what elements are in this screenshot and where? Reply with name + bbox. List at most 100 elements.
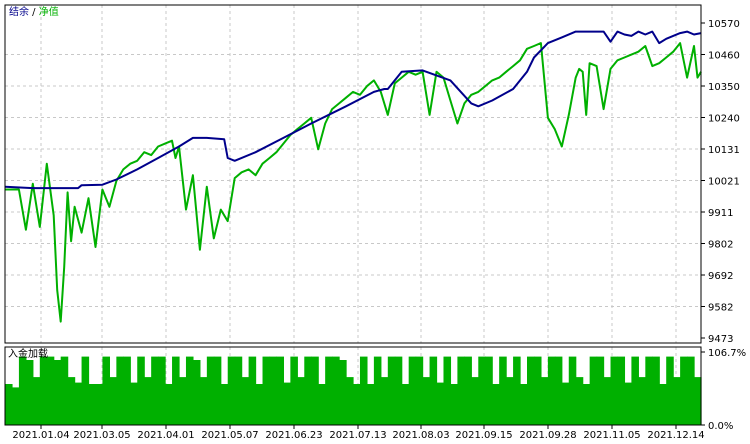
load-bar xyxy=(485,356,493,425)
load-bar xyxy=(304,356,312,425)
x-tick-label: 2021.09.28 xyxy=(519,430,576,441)
load-bar xyxy=(318,384,326,425)
load-bar xyxy=(46,356,55,425)
load-bar xyxy=(394,356,403,425)
load-bars xyxy=(5,356,702,425)
load-bar xyxy=(513,356,521,425)
load-bar xyxy=(5,384,13,425)
load-bar xyxy=(179,377,187,425)
series-line xyxy=(5,42,702,323)
load-bar xyxy=(408,356,417,425)
load-bar xyxy=(694,377,702,425)
x-tick-label: 2021.08.03 xyxy=(392,430,449,441)
load-bar xyxy=(624,382,632,425)
load-bar xyxy=(116,356,124,425)
load-bar xyxy=(283,382,291,425)
load-bar xyxy=(506,377,514,425)
y-tick-label: 10131 xyxy=(708,145,740,156)
load-bar xyxy=(241,377,250,425)
load-bar xyxy=(227,356,236,425)
load-bar xyxy=(499,356,507,425)
load-bar xyxy=(269,356,278,425)
load-bar xyxy=(297,377,305,425)
load-bar xyxy=(234,356,243,425)
load-bar xyxy=(353,384,361,425)
load-bar xyxy=(109,377,117,425)
load-bar xyxy=(527,356,535,425)
load-bar xyxy=(102,356,110,425)
load-bar xyxy=(373,356,382,425)
load-bar xyxy=(457,356,465,425)
load-bar xyxy=(617,356,626,425)
load-bar xyxy=(687,356,695,425)
main-panel-frame xyxy=(4,4,702,344)
load-bar xyxy=(25,360,34,425)
y-tick-label: 10021 xyxy=(708,177,740,188)
load-bar xyxy=(206,356,215,425)
load-bar xyxy=(554,356,563,425)
load-bar xyxy=(645,356,653,425)
load-bar xyxy=(401,384,410,425)
load-bar xyxy=(652,356,660,425)
load-bar xyxy=(533,356,542,425)
load-bar xyxy=(540,377,549,425)
load-bar xyxy=(248,356,257,425)
load-bar xyxy=(415,356,424,425)
y-tick-label: 9802 xyxy=(708,240,733,251)
x-tick-label: 2021.04.01 xyxy=(137,430,194,441)
load-bar xyxy=(172,356,180,425)
legend-equity: 净值 xyxy=(39,5,59,18)
load-bar xyxy=(123,356,131,425)
y-tick-label: 9582 xyxy=(708,303,733,314)
load-bar xyxy=(39,356,48,425)
series-line xyxy=(4,30,702,190)
load-bar xyxy=(575,377,584,425)
load-bar xyxy=(610,356,619,425)
load-bar xyxy=(11,387,20,425)
load-bar xyxy=(165,384,173,425)
x-tick-label: 2021.12.14 xyxy=(647,430,704,441)
load-bar xyxy=(464,356,472,425)
load-bar xyxy=(492,384,500,425)
load-bar xyxy=(81,356,90,425)
load-bar xyxy=(262,356,271,425)
y-tick-label: 9911 xyxy=(708,208,733,219)
x-tick-label: 2021.06.23 xyxy=(265,430,322,441)
load-bar xyxy=(429,356,438,425)
load-bar xyxy=(359,356,368,425)
y-tick-label: 10240 xyxy=(708,114,740,125)
load-bar xyxy=(631,356,639,425)
x-tick-label: 2021.07.13 xyxy=(329,430,386,441)
series-lines xyxy=(4,30,702,323)
x-tick-label: 2021.03.05 xyxy=(73,430,130,441)
load-bar xyxy=(311,356,319,425)
sub-panel-label: 入金加载 xyxy=(8,347,48,360)
load-bar xyxy=(199,377,208,425)
x-tick-label: 2021.09.15 xyxy=(455,430,512,441)
y-tick-label: 10460 xyxy=(708,51,740,62)
load-bar xyxy=(659,384,667,425)
load-bar xyxy=(88,384,97,425)
load-bar xyxy=(666,356,674,425)
load-bar xyxy=(603,377,612,425)
load-bar xyxy=(255,384,264,425)
load-bar xyxy=(547,356,556,425)
load-bar xyxy=(478,356,486,425)
load-bar xyxy=(18,356,27,425)
load-bar xyxy=(276,356,284,425)
load-bar xyxy=(192,360,201,425)
sub-y-axis: 106.7% 0.0% xyxy=(701,348,746,432)
load-bar xyxy=(471,377,479,425)
load-bar xyxy=(387,356,396,425)
load-bar xyxy=(220,384,229,425)
load-bar xyxy=(346,377,354,425)
x-tick-label: 2021.01.04 xyxy=(12,430,69,441)
load-bar xyxy=(436,382,445,425)
load-bar xyxy=(638,377,646,425)
load-bar xyxy=(67,377,76,425)
legend-balance: 结余 xyxy=(9,5,29,18)
load-bar xyxy=(60,356,69,425)
load-bar xyxy=(151,356,159,425)
